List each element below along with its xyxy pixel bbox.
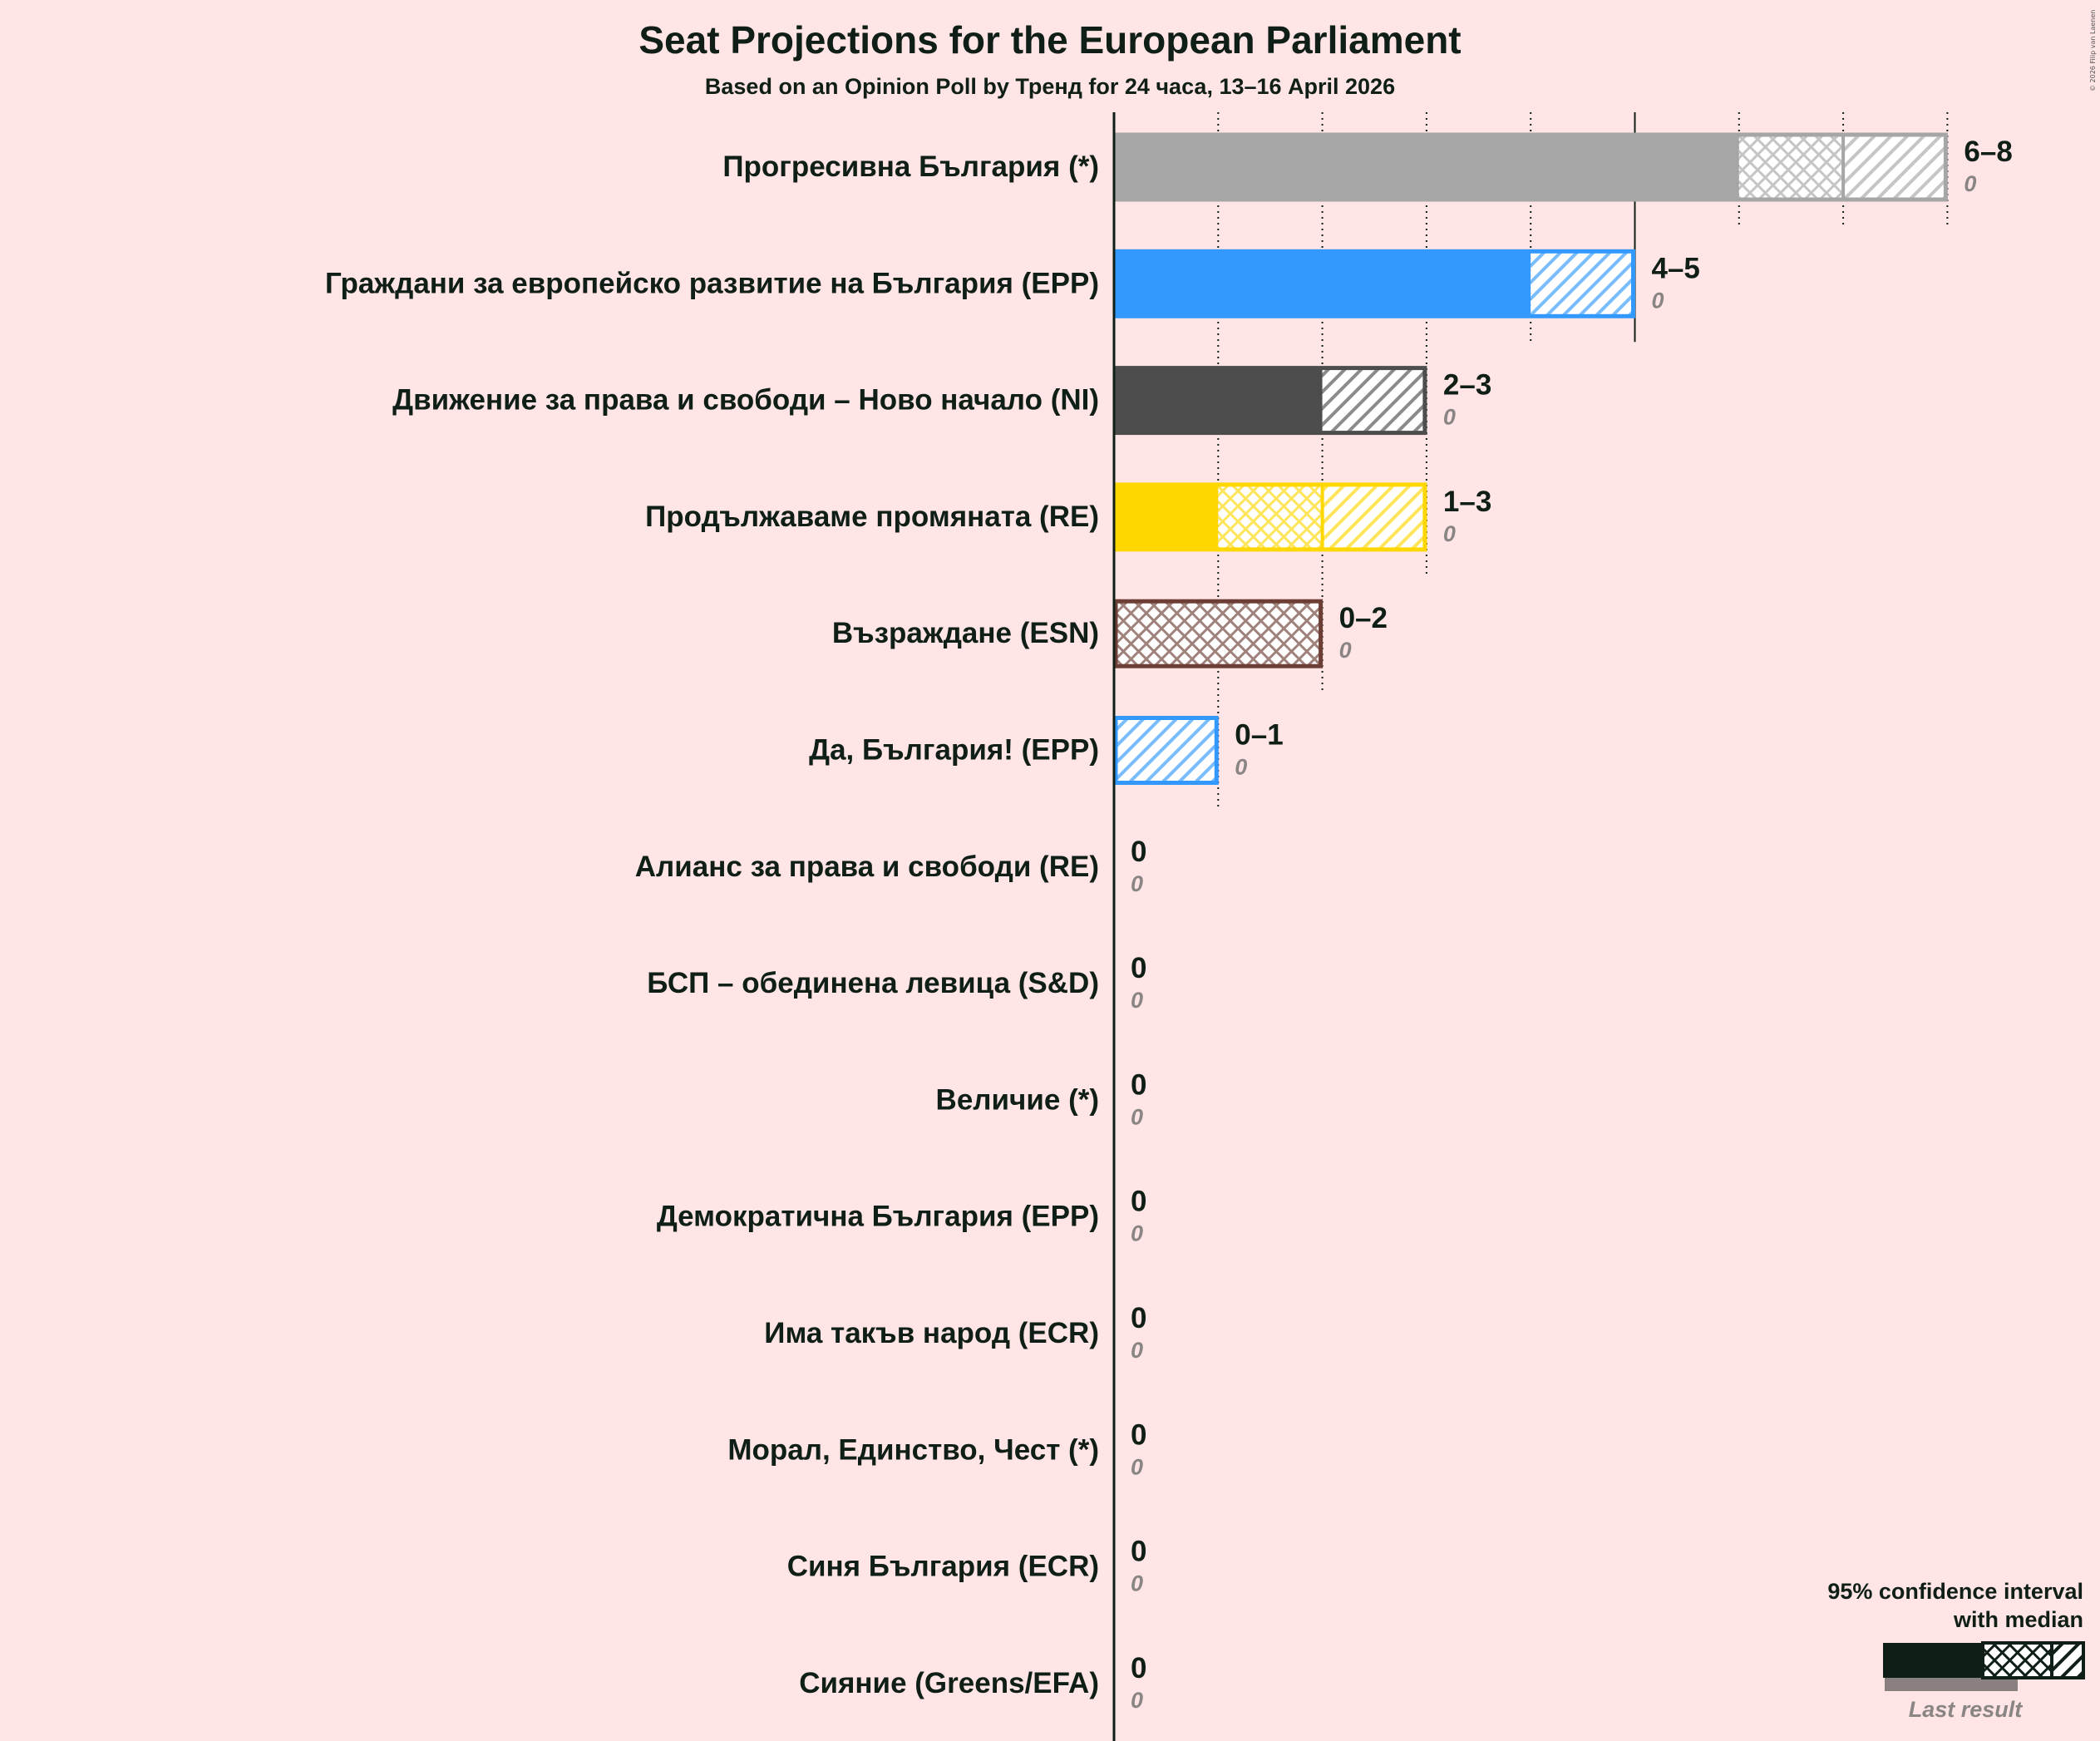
last-result-label-8: 0 (1131, 1104, 1143, 1129)
party-label-4: Възраждане (ESN) (832, 617, 1099, 649)
last-result-label-5: 0 (1235, 755, 1247, 780)
range-label-5: 0–1 (1235, 719, 1283, 752)
last-result-label-2: 0 (1443, 405, 1456, 430)
bar-median-high-2 (1322, 366, 1427, 435)
party-label-13: Сияние (Greens/EFA) (799, 1667, 1099, 1699)
legend-cross-segment (1981, 1641, 2053, 1679)
bar-outline-4 (1113, 599, 1324, 668)
chart-title: Seat Projections for the European Parlia… (638, 18, 1461, 62)
copyright-credit: © 2026 Filip van Laenen (2089, 10, 2097, 91)
last-result-label-9: 0 (1131, 1221, 1143, 1246)
legend-last-result-label: Last result (1909, 1697, 2024, 1722)
party-label-11: Морал, Единство, Чест (*) (727, 1433, 1099, 1466)
last-result-label-11: 0 (1131, 1454, 1143, 1479)
range-label-9: 0 (1131, 1186, 1146, 1218)
bar-median-high-3 (1322, 482, 1427, 551)
range-label-0: 6–8 (1964, 136, 2012, 168)
last-result-label-10: 0 (1131, 1338, 1143, 1363)
bars (1113, 132, 1948, 785)
last-result-label-1: 0 (1652, 288, 1664, 313)
bar-low-median-0 (1738, 133, 1844, 201)
party-label-12: Синя България (ECR) (787, 1551, 1099, 1583)
bar-low-median-4 (1114, 599, 1323, 668)
party-label-1: Граждани за европейско развитие на Бълга… (325, 267, 1099, 299)
bar-outline-1 (1113, 249, 1635, 318)
range-label-10: 0 (1131, 1302, 1146, 1334)
range-label-8: 0 (1131, 1068, 1146, 1101)
legend-line-1: 95% confidence interval (1827, 1579, 2083, 1604)
range-label-7: 0 (1131, 952, 1146, 984)
bar-outline-2 (1113, 366, 1427, 436)
party-label-9: Демократична България (EPP) (657, 1201, 1099, 1233)
legend: 95% confidence interval with median Last… (1827, 1579, 2085, 1722)
range-label-4: 0–2 (1339, 602, 1388, 634)
party-label-7: БСП – обединена левица (S&D) (647, 967, 1099, 999)
legend-hatch-segment (2050, 1641, 2085, 1679)
party-label-10: Има такъв народ (ECR) (764, 1317, 1099, 1349)
range-label-6: 0 (1131, 836, 1146, 868)
gridlines (1217, 112, 1949, 809)
bar-outline-0 (1113, 132, 1948, 202)
legend-line-2: with median (1953, 1607, 2083, 1632)
bar-outline-3 (1113, 482, 1427, 552)
bar-median-high-1 (1531, 249, 1635, 318)
last-result-label-0: 0 (1964, 171, 1976, 196)
last-result-label-12: 0 (1131, 1571, 1143, 1596)
party-label-2: Движение за права и свободи – Ново начал… (392, 384, 1099, 417)
last-result-label-3: 0 (1443, 521, 1456, 546)
party-label-6: Алианс за права и свободи (RE) (635, 851, 1099, 883)
range-label-3: 1–3 (1443, 486, 1491, 518)
range-label-11: 0 (1131, 1418, 1146, 1451)
range-label-12: 0 (1131, 1536, 1146, 1568)
range-label-13: 0 (1131, 1652, 1146, 1684)
party-label-3: Продължаваме промяната (RE) (645, 501, 1099, 533)
last-result-label-7: 0 (1131, 988, 1143, 1013)
range-label-2: 2–3 (1443, 369, 1491, 402)
bar-outline-5 (1113, 716, 1219, 785)
bar-solid-1 (1114, 249, 1531, 318)
party-label-8: Величие (*) (936, 1083, 1099, 1116)
last-result-label-13: 0 (1131, 1688, 1143, 1713)
chart-subtitle: Based on an Opinion Poll by Тренд for 24… (705, 74, 1395, 99)
bar-low-median-3 (1218, 482, 1323, 551)
party-label-0: Прогресивна България (*) (722, 150, 1099, 183)
bar-solid-3 (1114, 482, 1219, 551)
bar-solid-0 (1114, 133, 1739, 201)
range-label-1: 4–5 (1652, 252, 1700, 284)
labels: Прогресивна България (*) 6–8 0 Граждани за … (325, 136, 2013, 1713)
bar-solid-2 (1114, 366, 1323, 435)
bar-median-high-5 (1114, 716, 1219, 785)
legend-solid-segment (1883, 1643, 1983, 1678)
last-result-label-4: 0 (1339, 638, 1352, 663)
party-label-5: Да, България! (EPP) (809, 734, 1099, 767)
last-result-label-6: 0 (1131, 871, 1143, 896)
bar-median-high-0 (1843, 133, 1948, 201)
